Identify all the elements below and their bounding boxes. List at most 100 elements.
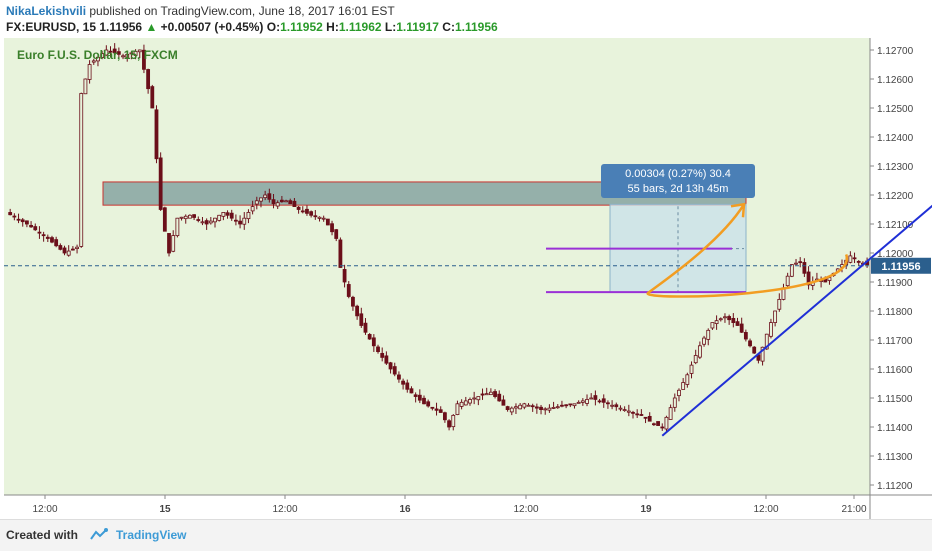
price-tick-label: 1.11600 bbox=[877, 365, 913, 376]
candle-body bbox=[196, 219, 201, 221]
candle-body bbox=[409, 388, 414, 394]
candle-body bbox=[83, 78, 88, 95]
candle-body bbox=[451, 414, 456, 428]
candle-body bbox=[24, 220, 29, 225]
time-tick-label: 19 bbox=[640, 504, 652, 515]
candle-body bbox=[463, 400, 468, 406]
candle-body bbox=[735, 321, 740, 326]
candle-body bbox=[530, 405, 535, 408]
price-tick-label: 1.12000 bbox=[877, 249, 914, 260]
candle-body bbox=[626, 410, 631, 413]
candle-body bbox=[672, 397, 677, 408]
chart-title: Euro F.U.S. Dollar, 15, FXCM bbox=[17, 48, 178, 62]
candle-body bbox=[380, 352, 385, 358]
candle-body bbox=[188, 214, 192, 219]
candle-body bbox=[714, 320, 719, 324]
candle-body bbox=[246, 211, 251, 220]
candle-body bbox=[597, 400, 602, 403]
candle-body bbox=[158, 157, 163, 210]
candle-body bbox=[468, 399, 472, 404]
candle-body bbox=[664, 416, 669, 430]
candle-body bbox=[647, 415, 652, 422]
candle-body bbox=[769, 322, 773, 337]
candle-body bbox=[233, 219, 238, 222]
candle-body bbox=[539, 406, 543, 410]
candle-body bbox=[263, 194, 268, 199]
candle-body bbox=[785, 275, 790, 287]
candle-body bbox=[773, 310, 778, 323]
tradingview-brand[interactable]: TradingView bbox=[116, 528, 187, 542]
candle-body bbox=[576, 401, 581, 404]
candle-body bbox=[459, 401, 464, 407]
candle-body bbox=[455, 403, 460, 415]
candle-body bbox=[610, 404, 614, 407]
candle-body bbox=[217, 214, 222, 221]
candle-body bbox=[677, 389, 681, 397]
arrow-head-icon bbox=[730, 202, 746, 218]
price-tick-label: 1.12300 bbox=[877, 162, 914, 173]
candle-body bbox=[75, 246, 79, 249]
candle-body bbox=[442, 412, 447, 421]
candle-body bbox=[296, 206, 301, 210]
candle-body bbox=[643, 416, 648, 419]
candle-body bbox=[430, 406, 435, 409]
symbol-line: FX:EURUSD, 15 1.11956 ▲ +0.00507 (+0.45%… bbox=[6, 20, 498, 34]
candle-body bbox=[534, 406, 539, 409]
candle-body bbox=[589, 397, 594, 400]
candle-body bbox=[501, 399, 506, 406]
candle-body bbox=[488, 391, 493, 396]
candle-body bbox=[167, 233, 171, 254]
candle-body bbox=[723, 316, 727, 319]
candle-body bbox=[555, 406, 560, 409]
candle-body bbox=[238, 220, 242, 225]
candle-body bbox=[748, 340, 752, 347]
price-tick-label: 1.11800 bbox=[877, 307, 913, 318]
price-tick-label: 1.11700 bbox=[877, 336, 913, 347]
candle-body bbox=[288, 200, 293, 205]
time-tick-label: 15 bbox=[159, 504, 171, 515]
candle-body bbox=[221, 211, 226, 217]
candle-body bbox=[689, 364, 694, 374]
candle-body bbox=[334, 229, 339, 239]
close-label: C: bbox=[442, 20, 455, 34]
candle-body bbox=[192, 214, 197, 218]
candle-body bbox=[505, 406, 510, 410]
candle-body bbox=[204, 220, 209, 225]
candle-body bbox=[635, 413, 640, 416]
candle-body bbox=[777, 298, 782, 310]
high-value: 1.11962 bbox=[338, 20, 382, 34]
price-chart[interactable]: 1.12700 1.12600 1.12500 1.12400 1.12300 1.122… bbox=[0, 38, 932, 519]
candle-body bbox=[405, 382, 410, 390]
candle-body bbox=[20, 219, 25, 223]
candle-body bbox=[852, 257, 857, 260]
candle-body bbox=[497, 393, 502, 402]
candle-body bbox=[606, 402, 610, 405]
candle-body bbox=[154, 109, 159, 160]
candle-body bbox=[279, 199, 284, 203]
author-link[interactable]: NikaLekishvili bbox=[6, 4, 87, 18]
candle-body bbox=[62, 247, 67, 254]
uptrend-line[interactable] bbox=[661, 201, 932, 437]
candle-body bbox=[568, 403, 573, 406]
candle-body bbox=[363, 322, 368, 333]
open-label: O: bbox=[266, 20, 281, 34]
candle-body bbox=[309, 211, 314, 216]
candle-body bbox=[476, 396, 481, 401]
projection-arrow[interactable] bbox=[646, 203, 848, 298]
candle-body bbox=[472, 397, 477, 400]
candle-body bbox=[300, 210, 305, 213]
candle-body bbox=[480, 393, 485, 396]
candle-body bbox=[8, 212, 13, 216]
candle-body bbox=[760, 346, 765, 362]
candle-body bbox=[100, 53, 105, 58]
candle-body bbox=[87, 64, 92, 80]
candle-body bbox=[271, 199, 276, 205]
candle-body bbox=[321, 217, 326, 220]
candle-body bbox=[392, 366, 397, 375]
candle-body bbox=[706, 329, 711, 340]
candle-body bbox=[710, 322, 715, 329]
time-axis: 12:00 15 12:00 16 12:00 19 12:00 21:00 bbox=[32, 495, 867, 515]
candle-body bbox=[564, 404, 569, 407]
candle-body bbox=[580, 400, 585, 403]
candle-body bbox=[79, 93, 84, 247]
